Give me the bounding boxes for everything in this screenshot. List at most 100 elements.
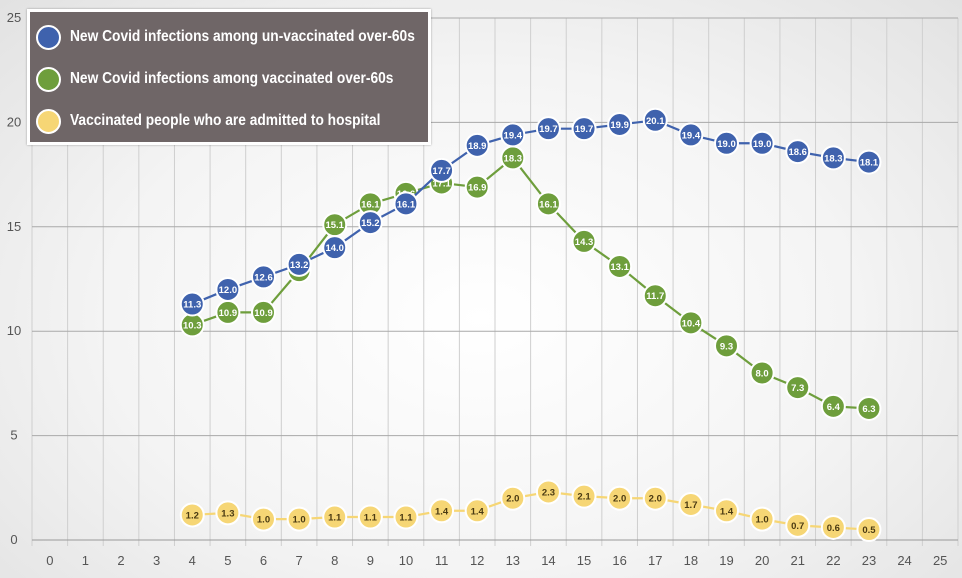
legend-label-unvaccinated: New Covid infections among un-vaccinated… bbox=[70, 28, 415, 45]
data-point bbox=[393, 504, 419, 530]
data-label: 0.6 bbox=[827, 523, 840, 534]
data-point bbox=[607, 111, 633, 137]
x-tick-label: 22 bbox=[826, 553, 840, 568]
data-label: 14.3 bbox=[575, 237, 594, 248]
data-point bbox=[215, 276, 241, 302]
data-label: 1.1 bbox=[399, 513, 413, 524]
data-point bbox=[464, 132, 490, 158]
x-tick-label: 11 bbox=[435, 553, 449, 568]
data-point bbox=[429, 498, 455, 524]
data-point bbox=[571, 228, 597, 254]
x-tick-label: 1 bbox=[82, 553, 89, 568]
data-point bbox=[357, 504, 383, 530]
data-label: 19.9 bbox=[610, 120, 629, 131]
legend-item-hospital: Vaccinated people who are admitted to ho… bbox=[36, 103, 431, 139]
x-tick-label: 14 bbox=[541, 553, 555, 568]
data-label: 13.2 bbox=[290, 260, 309, 271]
data-label: 2.0 bbox=[506, 494, 519, 505]
data-label: 1.0 bbox=[257, 515, 270, 526]
legend: New Covid infections among un-vaccinated… bbox=[27, 9, 431, 145]
data-label: 10.9 bbox=[219, 308, 238, 319]
data-label: 2.0 bbox=[649, 494, 662, 505]
data-label: 7.3 bbox=[791, 383, 804, 394]
data-point bbox=[464, 174, 490, 200]
x-tick-label: 9 bbox=[367, 553, 374, 568]
data-label: 13.1 bbox=[610, 262, 629, 273]
data-label: 10.9 bbox=[254, 308, 273, 319]
data-label: 1.3 bbox=[221, 508, 234, 519]
data-point bbox=[678, 122, 704, 148]
y-tick-label: 25 bbox=[7, 10, 21, 25]
data-label: 8.0 bbox=[756, 368, 769, 379]
legend-marker-unvaccinated bbox=[36, 24, 61, 50]
legend-marker-vaccinated bbox=[36, 66, 61, 92]
x-tick-label: 6 bbox=[260, 553, 267, 568]
data-label: 15.2 bbox=[361, 218, 380, 229]
x-tick-label: 21 bbox=[790, 553, 804, 568]
x-tick-label: 16 bbox=[612, 553, 626, 568]
legend-label-hospital: Vaccinated people who are admitted to ho… bbox=[70, 112, 381, 129]
data-label: 19.0 bbox=[753, 139, 772, 150]
x-tick-label: 24 bbox=[897, 553, 911, 568]
data-label: 2.3 bbox=[542, 487, 555, 498]
data-label: 16.9 bbox=[468, 183, 487, 194]
data-point bbox=[678, 492, 704, 518]
data-point bbox=[856, 395, 882, 421]
data-point bbox=[749, 506, 775, 532]
data-point bbox=[393, 191, 419, 217]
data-label: 1.1 bbox=[328, 513, 342, 524]
y-tick-label: 15 bbox=[7, 219, 21, 234]
data-label: 1.7 bbox=[684, 500, 697, 511]
x-tick-label: 8 bbox=[331, 553, 338, 568]
legend-item-unvaccinated: New Covid infections among un-vaccinated… bbox=[36, 19, 471, 55]
x-tick-label: 7 bbox=[295, 553, 302, 568]
data-label: 10.3 bbox=[183, 320, 202, 331]
data-label: 11.3 bbox=[183, 300, 201, 311]
data-label: 17.7 bbox=[432, 166, 451, 177]
x-tick-label: 23 bbox=[862, 553, 876, 568]
data-point bbox=[785, 139, 811, 165]
data-label: 1.4 bbox=[435, 506, 449, 517]
y-tick-label: 0 bbox=[10, 532, 17, 547]
y-tick-label: 20 bbox=[7, 114, 21, 129]
data-point bbox=[251, 264, 276, 290]
data-point bbox=[642, 485, 668, 511]
x-tick-label: 13 bbox=[506, 553, 520, 568]
data-label: 14.0 bbox=[325, 243, 344, 254]
data-label: 1.2 bbox=[186, 510, 199, 521]
data-label: 16.1 bbox=[361, 199, 380, 210]
data-label: 12.0 bbox=[219, 285, 238, 296]
data-point bbox=[500, 485, 526, 511]
x-tick-label: 4 bbox=[189, 553, 196, 568]
data-point bbox=[820, 514, 846, 540]
data-point bbox=[286, 506, 312, 532]
y-tick-label: 5 bbox=[10, 428, 17, 443]
data-point bbox=[500, 122, 526, 148]
data-point bbox=[714, 498, 739, 524]
data-label: 16.1 bbox=[397, 199, 416, 210]
data-label: 0.5 bbox=[862, 525, 876, 536]
x-tick-label: 15 bbox=[577, 553, 591, 568]
legend-marker-hospital bbox=[36, 108, 61, 134]
legend-label-vaccinated: New Covid infections among vaccinated ov… bbox=[70, 70, 394, 87]
data-point bbox=[179, 291, 205, 317]
data-label: 11.7 bbox=[646, 291, 664, 302]
data-label: 6.3 bbox=[862, 404, 875, 415]
data-point bbox=[785, 512, 811, 538]
data-point bbox=[251, 299, 276, 325]
data-label: 1.4 bbox=[471, 506, 485, 517]
x-tick-label: 0 bbox=[46, 553, 53, 568]
data-label: 9.3 bbox=[720, 341, 733, 352]
data-label: 1.0 bbox=[756, 515, 769, 526]
y-tick-label: 10 bbox=[7, 323, 21, 338]
data-label: 18.9 bbox=[468, 141, 487, 152]
data-label: 17.1 bbox=[432, 178, 451, 189]
data-label: 1.0 bbox=[293, 515, 306, 526]
data-point bbox=[535, 116, 561, 142]
data-point bbox=[714, 333, 739, 359]
data-label: 10.4 bbox=[682, 318, 701, 329]
data-label: 16.1 bbox=[539, 199, 558, 210]
data-point bbox=[820, 393, 846, 419]
data-point bbox=[571, 116, 597, 142]
